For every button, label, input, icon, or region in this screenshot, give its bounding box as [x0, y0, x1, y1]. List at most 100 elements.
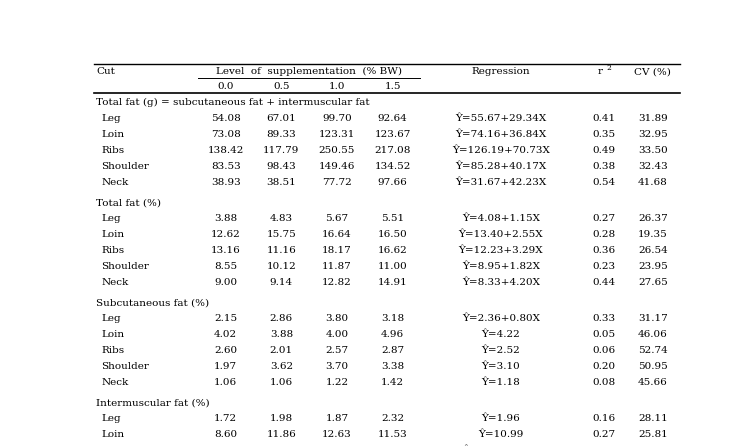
Text: 11.53: 11.53 — [378, 430, 408, 439]
Text: 0.20: 0.20 — [592, 362, 615, 371]
Text: 2.15: 2.15 — [214, 314, 237, 323]
Text: 1.42: 1.42 — [381, 377, 404, 387]
Text: 28.11: 28.11 — [638, 414, 667, 423]
Text: Leg: Leg — [101, 414, 121, 423]
Text: 50.95: 50.95 — [638, 362, 667, 371]
Text: Ŷ=12.23+3.29X: Ŷ=12.23+3.29X — [458, 246, 543, 255]
Text: 33.50: 33.50 — [638, 146, 667, 155]
Text: 54.08: 54.08 — [211, 114, 241, 123]
Text: 26.37: 26.37 — [638, 214, 667, 223]
Text: 16.62: 16.62 — [378, 246, 408, 255]
Text: 250.55: 250.55 — [319, 146, 355, 155]
Text: 77.72: 77.72 — [322, 178, 352, 186]
Text: 12.62: 12.62 — [211, 230, 241, 239]
Text: 123.31: 123.31 — [319, 130, 355, 139]
Text: 0.0: 0.0 — [217, 82, 234, 91]
Text: Ŷ=4.08+1.15X: Ŷ=4.08+1.15X — [462, 214, 540, 223]
Text: 4.00: 4.00 — [325, 330, 349, 339]
Text: Regression: Regression — [471, 67, 530, 76]
Text: 26.54: 26.54 — [638, 246, 667, 255]
Text: 18.17: 18.17 — [322, 246, 352, 255]
Text: Ŷ=31.67+42.23X: Ŷ=31.67+42.23X — [455, 178, 547, 186]
Text: Neck: Neck — [101, 377, 128, 387]
Text: 46.06: 46.06 — [638, 330, 667, 339]
Text: 8.55: 8.55 — [214, 262, 237, 271]
Text: Ŷ=1.18: Ŷ=1.18 — [482, 377, 520, 387]
Text: Ribs: Ribs — [101, 146, 125, 155]
Text: 0.36: 0.36 — [592, 246, 615, 255]
Text: 12.63: 12.63 — [322, 430, 352, 439]
Text: Neck: Neck — [101, 277, 128, 286]
Text: 89.33: 89.33 — [267, 130, 296, 139]
Text: 1.06: 1.06 — [270, 377, 293, 387]
Text: 2.86: 2.86 — [270, 314, 293, 323]
Text: Ŷ=2.36+0.80X: Ŷ=2.36+0.80X — [462, 314, 540, 323]
Text: 0.41: 0.41 — [592, 114, 615, 123]
Text: 14.91: 14.91 — [378, 277, 408, 286]
Text: 99.70: 99.70 — [322, 114, 352, 123]
Text: Ŷ=13.40+2.55X: Ŷ=13.40+2.55X — [458, 230, 543, 239]
Text: 67.01: 67.01 — [267, 114, 296, 123]
Text: 5.67: 5.67 — [325, 214, 349, 223]
Text: 0.06: 0.06 — [592, 346, 615, 355]
Text: Ŷ=2.52: Ŷ=2.52 — [482, 346, 520, 355]
Text: Ŷ=4.22: Ŷ=4.22 — [482, 330, 520, 339]
Text: 0.54: 0.54 — [592, 178, 615, 186]
Text: 8.60: 8.60 — [214, 430, 237, 439]
Text: Shoulder: Shoulder — [101, 362, 149, 371]
Text: Ribs: Ribs — [101, 246, 125, 255]
Text: 2.57: 2.57 — [325, 346, 349, 355]
Text: 0.23: 0.23 — [592, 262, 615, 271]
Text: 98.43: 98.43 — [267, 162, 296, 171]
Text: 0.08: 0.08 — [592, 377, 615, 387]
Text: 4.96: 4.96 — [381, 330, 404, 339]
Text: r: r — [598, 67, 603, 76]
Text: Ŷ=74.16+36.84X: Ŷ=74.16+36.84X — [455, 130, 547, 139]
Text: Loin: Loin — [101, 130, 125, 139]
Text: 25.81: 25.81 — [638, 430, 667, 439]
Text: 0.35: 0.35 — [592, 130, 615, 139]
Text: Ŷ=10.99: Ŷ=10.99 — [478, 430, 523, 439]
Text: 1.06: 1.06 — [214, 377, 237, 387]
Text: 73.08: 73.08 — [211, 130, 241, 139]
Text: 32.95: 32.95 — [638, 130, 667, 139]
Text: 149.46: 149.46 — [319, 162, 355, 171]
Text: 15.75: 15.75 — [267, 230, 296, 239]
Text: 4.83: 4.83 — [270, 214, 293, 223]
Text: Subcutaneous fat (%): Subcutaneous fat (%) — [96, 298, 209, 307]
Text: Ribs: Ribs — [101, 346, 125, 355]
Text: 23.95: 23.95 — [638, 262, 667, 271]
Text: 0.49: 0.49 — [592, 146, 615, 155]
Text: 0.33: 0.33 — [592, 314, 615, 323]
Text: 92.64: 92.64 — [378, 114, 408, 123]
Text: 2.32: 2.32 — [381, 414, 404, 423]
Text: Intermuscular fat (%): Intermuscular fat (%) — [96, 398, 210, 407]
Text: Ŷ=8.95+1.82X: Ŷ=8.95+1.82X — [462, 262, 540, 271]
Text: 16.64: 16.64 — [322, 230, 352, 239]
Text: CV (%): CV (%) — [634, 67, 671, 76]
Text: 97.66: 97.66 — [378, 178, 408, 186]
Text: 2.87: 2.87 — [381, 346, 404, 355]
Text: 31.89: 31.89 — [638, 114, 667, 123]
Text: 3.88: 3.88 — [214, 214, 237, 223]
Text: 0.27: 0.27 — [592, 214, 615, 223]
Text: 45.66: 45.66 — [638, 377, 667, 387]
Text: 0.16: 0.16 — [592, 414, 615, 423]
Text: Leg: Leg — [101, 314, 121, 323]
Text: 123.67: 123.67 — [374, 130, 411, 139]
Text: 1.5: 1.5 — [384, 82, 401, 91]
Text: 38.51: 38.51 — [267, 178, 296, 186]
Text: 31.17: 31.17 — [638, 314, 667, 323]
Text: Level  of  supplementation  (% BW): Level of supplementation (% BW) — [216, 67, 402, 76]
Text: Ŷ=8.33+4.20X: Ŷ=8.33+4.20X — [462, 277, 540, 286]
Text: Ŷ=3.10: Ŷ=3.10 — [482, 362, 520, 371]
Text: Ŷ=55.67+29.34X: Ŷ=55.67+29.34X — [455, 114, 547, 123]
Text: 138.42: 138.42 — [208, 146, 244, 155]
Text: 2.60: 2.60 — [214, 346, 237, 355]
Text: 16.50: 16.50 — [378, 230, 408, 239]
Text: 11.16: 11.16 — [267, 246, 296, 255]
Text: Loin: Loin — [101, 430, 125, 439]
Text: Total fat (g) = subcutaneous fat + intermuscular fat: Total fat (g) = subcutaneous fat + inter… — [96, 98, 370, 107]
Text: 12.82: 12.82 — [322, 277, 352, 286]
Text: 2.01: 2.01 — [270, 346, 293, 355]
